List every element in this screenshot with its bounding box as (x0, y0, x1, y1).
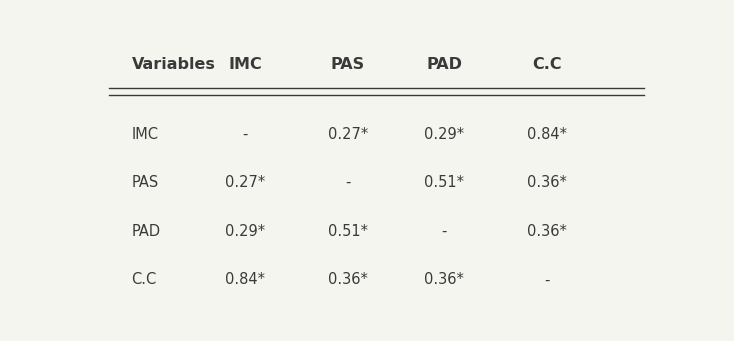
Text: 0.51*: 0.51* (424, 175, 465, 190)
Text: 0.29*: 0.29* (225, 224, 266, 239)
Text: -: - (442, 224, 447, 239)
Text: Variables: Variables (131, 57, 216, 72)
Text: -: - (243, 127, 248, 142)
Text: 0.36*: 0.36* (424, 272, 465, 287)
Text: IMC: IMC (228, 57, 262, 72)
Text: 0.36*: 0.36* (527, 175, 567, 190)
Text: PAS: PAS (131, 175, 159, 190)
Text: 0.36*: 0.36* (328, 272, 368, 287)
Text: PAD: PAD (426, 57, 462, 72)
Text: -: - (345, 175, 350, 190)
Text: 0.84*: 0.84* (225, 272, 265, 287)
Text: 0.29*: 0.29* (424, 127, 465, 142)
Text: PAD: PAD (131, 224, 161, 239)
Text: 0.36*: 0.36* (527, 224, 567, 239)
Text: 0.27*: 0.27* (327, 127, 368, 142)
Text: 0.51*: 0.51* (328, 224, 368, 239)
Text: C.C: C.C (532, 57, 562, 72)
Text: -: - (544, 272, 550, 287)
Text: PAS: PAS (331, 57, 365, 72)
Text: IMC: IMC (131, 127, 159, 142)
Text: C.C: C.C (131, 272, 157, 287)
Text: 0.27*: 0.27* (225, 175, 266, 190)
Text: 0.84*: 0.84* (527, 127, 567, 142)
